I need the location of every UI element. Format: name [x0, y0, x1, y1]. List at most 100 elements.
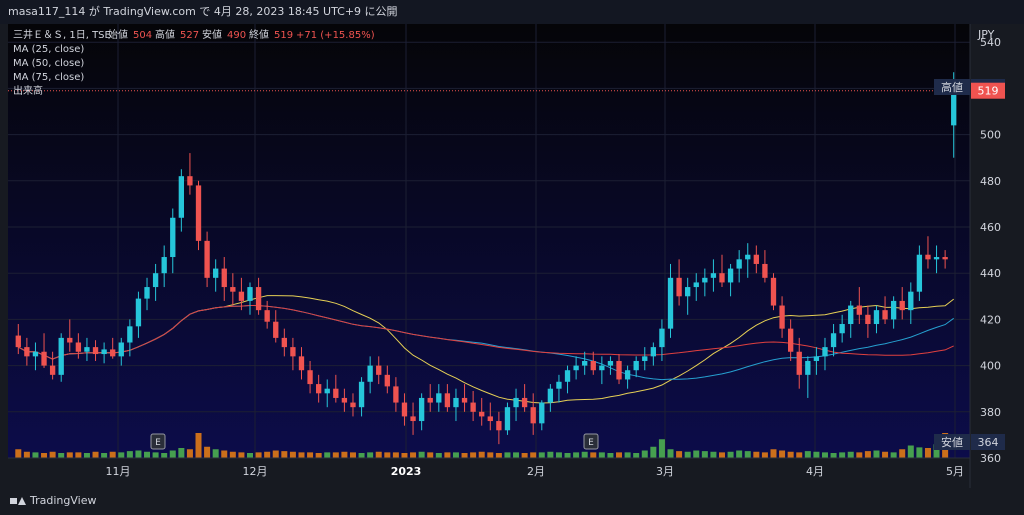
candle-body — [418, 397, 425, 422]
candle-body — [942, 257, 948, 260]
volume-bar — [109, 451, 116, 458]
earnings-marker-box[interactable] — [583, 433, 599, 450]
volume-bar — [667, 449, 674, 458]
chart-container[interactable]: 三井Ｅ＆Ｓ, 1日, TSE 始値 504 高値 527 安値 490 終値 5… — [0, 24, 1024, 488]
volume-bar — [435, 453, 442, 458]
candle-body — [873, 310, 880, 325]
volume-bar — [547, 451, 554, 458]
volume-bar — [564, 453, 571, 458]
legend-volume: 出来高 — [13, 84, 43, 97]
volume-bar — [899, 449, 906, 458]
earnings-marker-label: E — [155, 438, 161, 448]
candle-body — [848, 305, 854, 325]
low-tag: 安値 364 — [934, 434, 1005, 450]
volume-bar — [470, 452, 477, 458]
price-tick-label: 540 — [980, 36, 1001, 49]
volume-bar — [384, 452, 391, 458]
candlestick-chart[interactable]: 三井Ｅ＆Ｓ, 1日, TSE 始値 504 高値 527 安値 490 終値 5… — [0, 24, 1024, 488]
candle-body — [667, 277, 674, 329]
candle-body — [264, 310, 270, 322]
candle-body — [787, 328, 794, 352]
candle-body — [393, 386, 399, 403]
earnings-marker-box[interactable] — [150, 433, 166, 450]
high-tag-label: 高値 — [941, 80, 963, 94]
volume-bar — [633, 453, 640, 458]
candle-body — [676, 277, 682, 297]
volume-bar — [830, 453, 837, 458]
volume-bar — [864, 451, 871, 458]
time-axis[interactable]: 11月 12月 2023 2月 3月 4月 5月 — [8, 457, 970, 478]
candle-body — [32, 351, 39, 357]
candle-body — [762, 263, 768, 278]
candle-body — [951, 90, 957, 126]
volume-bar — [933, 444, 940, 458]
candle-body — [427, 397, 433, 403]
volume-bar — [710, 451, 717, 458]
volume-bar — [58, 453, 65, 458]
candle-body — [607, 360, 614, 366]
time-label: 4月 — [806, 465, 824, 478]
volume-bar — [796, 452, 803, 458]
price-tick-label: 400 — [980, 360, 1001, 373]
volume-bar — [41, 453, 48, 458]
candle-body — [925, 254, 931, 260]
time-label: 5月 — [946, 465, 964, 478]
candle-body — [685, 287, 691, 297]
volume-bar — [126, 451, 133, 458]
last-price-box — [971, 82, 1005, 99]
legend-ma50: MA (50, close) — [13, 58, 84, 69]
volume-bar — [924, 448, 931, 458]
volume-bar — [281, 451, 288, 458]
volume-bar — [298, 452, 305, 458]
price-tick-label: 360 — [980, 452, 1001, 465]
volume-bar — [118, 452, 125, 458]
price-tick-label: 380 — [980, 406, 1001, 419]
candle-body — [753, 254, 759, 264]
volume-bar — [83, 453, 90, 458]
tradingview-icon — [10, 495, 26, 507]
last-price-value: 519 — [978, 85, 999, 98]
volume-bar — [787, 451, 794, 458]
volume-bar — [238, 452, 245, 458]
earnings-markers[interactable]: E E — [150, 433, 599, 450]
legend: 三井Ｅ＆Ｓ, 1日, TSE 始値 504 高値 527 安値 490 終値 5… — [13, 28, 375, 97]
volume-bar — [779, 450, 786, 458]
candle-body — [556, 381, 562, 389]
candle-body — [92, 347, 99, 355]
volume-bar — [624, 452, 631, 458]
tradingview-brand: TradingView — [30, 494, 97, 507]
candle-body — [384, 374, 390, 387]
candle-body — [187, 176, 193, 186]
volume-bar — [616, 452, 623, 458]
plot-area[interactable] — [8, 24, 970, 458]
legend-open-label: 始値 — [108, 28, 128, 41]
legend-high-value: 527 — [180, 30, 199, 41]
volume-bar — [186, 449, 193, 458]
currency-label: JPY — [977, 28, 995, 41]
candle-body — [573, 365, 579, 371]
tradingview-logo[interactable]: TradingView — [10, 494, 96, 507]
volume-bar — [873, 450, 880, 458]
candle-body — [710, 273, 717, 278]
publish-info-bar: masa117_114 が TradingView.com で 4月 28, 2… — [0, 0, 1024, 24]
candle-body — [564, 370, 571, 382]
volume-bar — [684, 451, 691, 458]
candle-body — [496, 421, 502, 431]
candle-body — [727, 268, 734, 283]
candle-body — [152, 273, 159, 288]
volume-bar — [890, 452, 897, 458]
candle-body — [41, 351, 47, 366]
publish-info-text: masa117_114 が TradingView.com で 4月 28, 2… — [8, 5, 398, 18]
volume-bar — [324, 452, 331, 458]
candle-body — [333, 388, 339, 398]
candle-body — [161, 257, 167, 274]
volume-bar — [701, 451, 708, 458]
volume-bar — [839, 452, 846, 458]
volume-bar — [264, 451, 271, 458]
volume-bar — [693, 450, 700, 458]
candle-body — [813, 356, 820, 361]
legend-low-value: 490 — [227, 30, 246, 41]
candle-body — [745, 254, 751, 260]
candle-body — [719, 273, 725, 283]
candle-body — [101, 349, 107, 355]
